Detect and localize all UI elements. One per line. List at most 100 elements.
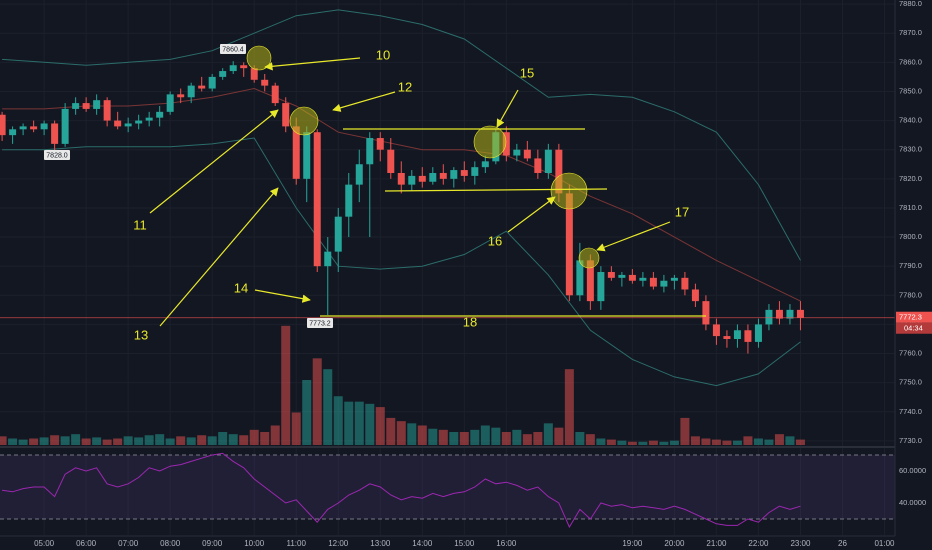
candle-body: [103, 100, 111, 121]
volume-bar: [302, 380, 312, 445]
volume-bar: [260, 432, 270, 445]
candle-body: [292, 126, 300, 179]
volume-bar: [449, 432, 459, 445]
x-tick-label: 06:00: [76, 539, 97, 548]
volume-bar: [344, 401, 354, 445]
x-tick-label: 23:00: [790, 539, 811, 548]
volume-bar: [81, 438, 91, 445]
candle-body: [765, 309, 773, 325]
candle-body: [366, 138, 374, 165]
candle-body: [534, 158, 542, 173]
volume-bar: [92, 437, 102, 445]
candle-body: [313, 132, 321, 267]
volume-bar: [186, 437, 196, 445]
countdown-tag: [896, 322, 932, 334]
volume-bar: [228, 434, 238, 445]
annotation-label: 16: [488, 233, 502, 248]
annotation-arrow: [507, 196, 556, 233]
y-tick-label: 7880.0: [899, 0, 922, 8]
candle-body: [156, 111, 164, 118]
candle-body: [198, 85, 206, 89]
candle-body: [0, 114, 6, 136]
candle-body: [681, 277, 689, 290]
x-tick-label: 15:00: [454, 539, 475, 548]
y-tick-label: 7840.0: [899, 116, 922, 125]
volume-bar: [155, 434, 165, 445]
last-price-tag: [896, 311, 932, 323]
annotation-arrow: [264, 57, 361, 71]
annotation-label: 11: [133, 217, 147, 232]
volume-bar: [428, 428, 438, 445]
candle-body: [61, 108, 69, 144]
candle-body: [628, 274, 636, 281]
volume-bar: [480, 425, 490, 445]
price-axis: [895, 0, 932, 550]
bollinger-lower: [2, 137, 801, 387]
y-tick-label: 7850.0: [899, 86, 922, 95]
volume-bar: [575, 432, 585, 445]
candle-body: [618, 274, 626, 278]
x-tick-label: 01:00: [874, 539, 895, 548]
x-tick-label: 21:00: [706, 539, 727, 548]
candle-body: [429, 172, 437, 182]
volume-bar: [18, 439, 28, 445]
candle-body: [691, 289, 699, 302]
candle-body: [30, 126, 38, 130]
volume-bar: [333, 396, 343, 445]
volume-bar: [417, 425, 427, 445]
volume-bar: [60, 436, 70, 445]
y-tick-label: 7820.0: [899, 174, 922, 183]
candle-body: [639, 277, 647, 281]
volume-bar: [144, 435, 154, 445]
candle-body: [586, 260, 594, 302]
candle-body: [240, 65, 248, 69]
candle-body: [51, 123, 59, 144]
candle-body: [19, 126, 27, 130]
volume-bar: [470, 429, 480, 445]
volume-bar: [722, 440, 732, 445]
candle-body: [649, 277, 657, 287]
candle-body: [345, 184, 353, 217]
candle-body: [597, 272, 605, 302]
candle-body: [576, 260, 584, 296]
volume-bar: [396, 421, 406, 445]
price-flag-label: 7860.4: [222, 46, 244, 53]
x-tick-label: 22:00: [748, 539, 769, 548]
candle-body: [733, 330, 741, 339]
y-tick-label: 7860.0: [899, 57, 922, 66]
volume-bar: [281, 325, 291, 445]
y-tick-label: 7740.0: [899, 407, 922, 416]
volume-bar: [270, 425, 280, 445]
candle-body: [229, 65, 237, 72]
volume-bar: [711, 439, 721, 445]
candle-body: [166, 94, 174, 112]
y-tick-label: 7800.0: [899, 232, 922, 241]
y-tick-label: 7760.0: [899, 349, 922, 358]
volume-bar: [533, 432, 543, 445]
x-tick-label: 11:00: [287, 539, 307, 548]
y-tick-label: 7830.0: [899, 145, 922, 154]
volume-bar: [617, 440, 627, 445]
candle-body: [397, 172, 405, 185]
volume-bar: [795, 439, 805, 445]
price-flag: [220, 44, 246, 54]
candle-body: [376, 138, 384, 150]
volume-bar: [218, 432, 228, 445]
volume-bar: [690, 436, 700, 445]
candle-body: [72, 103, 80, 109]
time-axis: [0, 536, 895, 550]
candle-body: [418, 175, 426, 182]
volume-bar: [102, 439, 112, 445]
rsi-tick-label: 40.0000: [899, 498, 926, 507]
annotation-label: 12: [398, 79, 412, 94]
volume-bar: [648, 440, 658, 445]
candle-body: [135, 120, 143, 124]
price-flag-label: 7828.0: [46, 152, 68, 159]
candle-body: [408, 175, 416, 185]
volume-bar: [459, 432, 469, 445]
candle-body: [82, 103, 90, 109]
bollinger-upper: [2, 9, 801, 261]
volume-bar: [165, 438, 175, 445]
